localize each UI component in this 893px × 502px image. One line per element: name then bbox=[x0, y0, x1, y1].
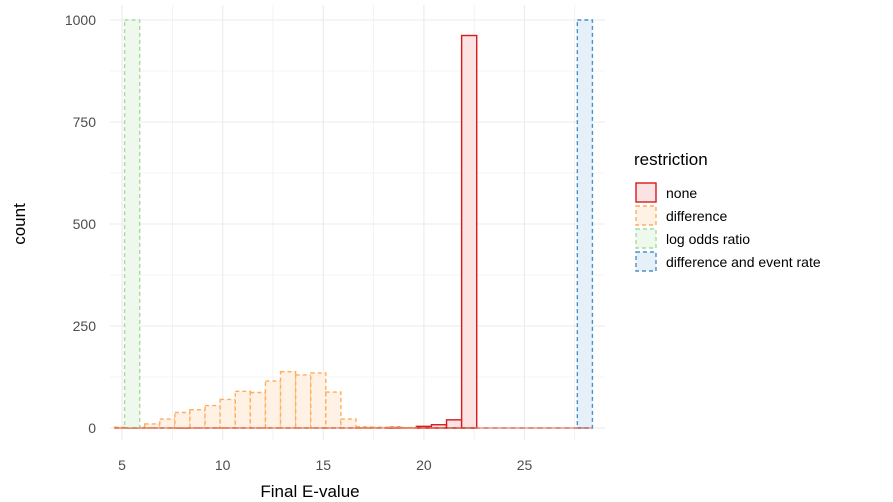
bar-difference bbox=[144, 423, 161, 429]
bar-difference bbox=[310, 372, 327, 429]
x-axis-title: Final E-value bbox=[260, 482, 359, 501]
legend-title: restriction bbox=[634, 150, 708, 169]
legend-key-difference bbox=[635, 205, 657, 226]
legend-label: difference and event rate bbox=[666, 254, 821, 270]
bar-difference bbox=[219, 398, 236, 429]
bar-none bbox=[460, 34, 478, 429]
bar-difference bbox=[340, 418, 357, 429]
x-tick-label: 15 bbox=[316, 457, 332, 473]
grid bbox=[110, 5, 605, 440]
legend: restriction none difference log odds ratio… bbox=[634, 150, 821, 272]
x-tick-label: 5 bbox=[118, 457, 126, 473]
x-tick-label: 10 bbox=[215, 457, 231, 473]
y-axis-ticks: 0 250 500 750 1000 bbox=[65, 12, 96, 436]
bar-difference bbox=[159, 418, 176, 429]
legend-label: difference bbox=[666, 208, 727, 224]
y-tick-label: 0 bbox=[88, 420, 96, 436]
bar-difference bbox=[189, 408, 206, 429]
bar-difference bbox=[204, 404, 221, 429]
y-axis-title: count bbox=[10, 203, 29, 245]
bar-difference bbox=[279, 370, 297, 429]
y-tick-label: 500 bbox=[73, 216, 97, 232]
y-tick-label: 750 bbox=[73, 114, 97, 130]
bar-difference bbox=[174, 411, 191, 429]
bar-difference bbox=[294, 374, 312, 429]
bar-difference bbox=[234, 390, 252, 429]
bars bbox=[113, 19, 594, 429]
y-tick-label: 250 bbox=[73, 318, 97, 334]
x-axis-ticks: 5 10 15 20 25 bbox=[118, 457, 532, 473]
legend-key-log-odds-ratio bbox=[635, 228, 657, 249]
bar-difference bbox=[264, 380, 282, 429]
bar-log-odds-ratio bbox=[123, 19, 141, 429]
y-tick-label: 1000 bbox=[65, 12, 96, 28]
legend-label: none bbox=[666, 185, 697, 201]
legend-key-none bbox=[635, 182, 657, 203]
legend-label: log odds ratio bbox=[666, 231, 750, 247]
bar-difference bbox=[325, 391, 342, 429]
bar-difference-and-event-rate bbox=[576, 19, 594, 429]
legend-key-difference-and-event-rate bbox=[635, 251, 657, 272]
x-tick-label: 20 bbox=[416, 457, 432, 473]
bar-none bbox=[445, 419, 463, 429]
bar-difference bbox=[249, 391, 267, 429]
x-tick-label: 25 bbox=[517, 457, 533, 473]
